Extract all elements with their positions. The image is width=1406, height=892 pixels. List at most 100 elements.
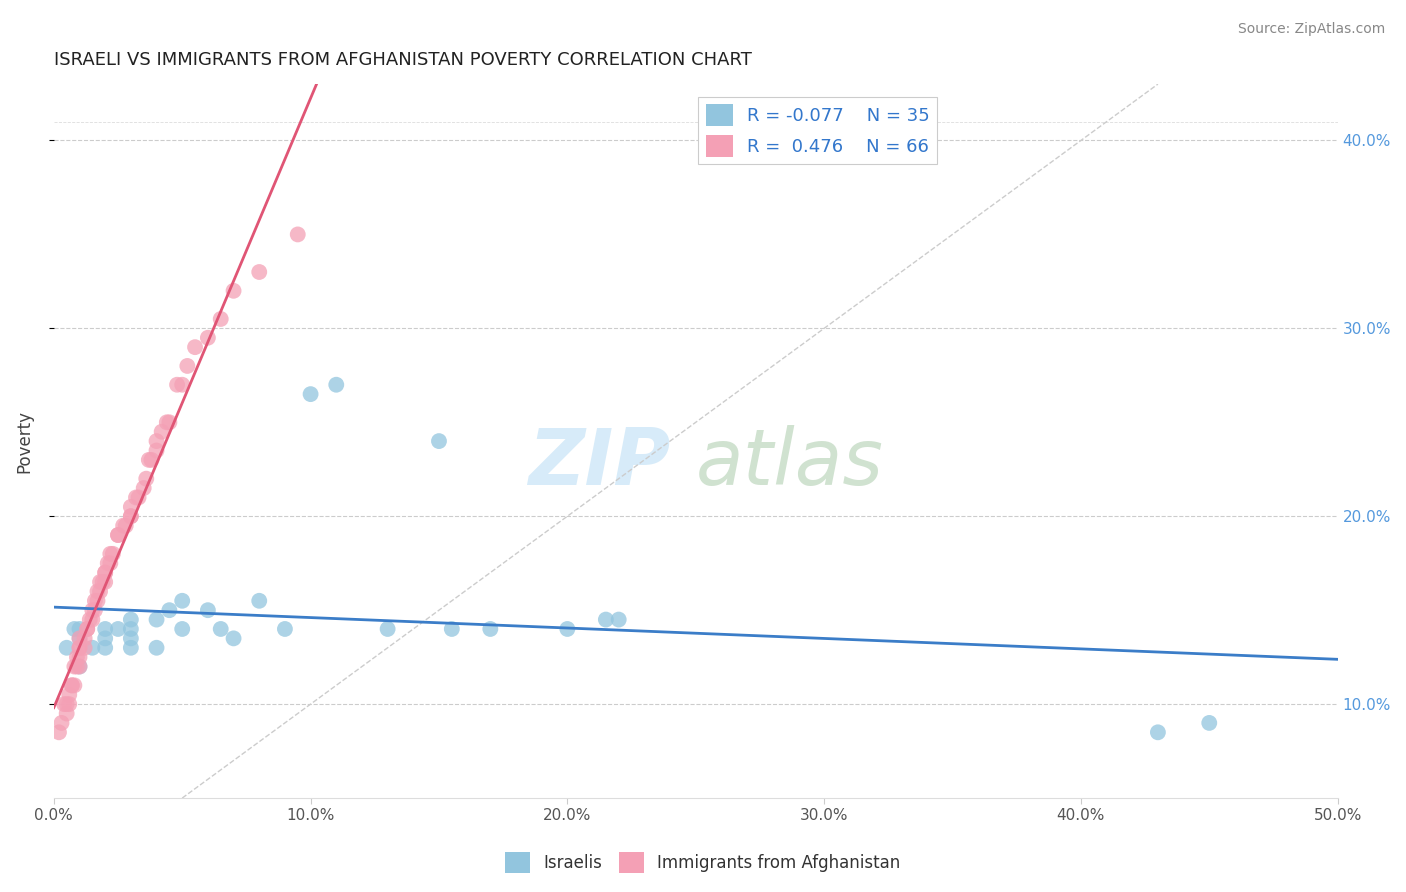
Point bbox=[222, 632, 245, 646]
Point bbox=[325, 377, 347, 392]
Point bbox=[48, 725, 70, 739]
Point bbox=[69, 659, 91, 673]
Point bbox=[55, 640, 77, 655]
Point bbox=[557, 622, 579, 636]
Point bbox=[82, 640, 104, 655]
Point bbox=[145, 613, 167, 627]
Point bbox=[69, 640, 91, 655]
Point bbox=[97, 556, 120, 570]
Point bbox=[63, 622, 86, 636]
Point bbox=[209, 622, 232, 636]
Point bbox=[222, 284, 245, 298]
Point bbox=[73, 632, 96, 646]
Point bbox=[479, 622, 502, 636]
Point bbox=[76, 622, 98, 636]
Point bbox=[101, 547, 124, 561]
Point bbox=[94, 574, 117, 589]
Legend: R = -0.077    N = 35, R =  0.476    N = 66: R = -0.077 N = 35, R = 0.476 N = 66 bbox=[699, 96, 936, 164]
Text: ISRAELI VS IMMIGRANTS FROM AFGHANISTAN POVERTY CORRELATION CHART: ISRAELI VS IMMIGRANTS FROM AFGHANISTAN P… bbox=[53, 51, 752, 69]
Point bbox=[84, 594, 107, 608]
Point bbox=[58, 697, 80, 711]
Point bbox=[145, 640, 167, 655]
Point bbox=[112, 518, 135, 533]
Point bbox=[98, 547, 121, 561]
Point bbox=[172, 594, 194, 608]
Point bbox=[107, 622, 129, 636]
Point bbox=[86, 584, 108, 599]
Point bbox=[377, 622, 399, 636]
Point bbox=[135, 472, 157, 486]
Text: Source: ZipAtlas.com: Source: ZipAtlas.com bbox=[1237, 22, 1385, 37]
Point bbox=[89, 574, 111, 589]
Point bbox=[94, 566, 117, 580]
Point bbox=[76, 622, 98, 636]
Point bbox=[86, 594, 108, 608]
Point bbox=[138, 453, 160, 467]
Point bbox=[73, 640, 96, 655]
Point bbox=[150, 425, 173, 439]
Point bbox=[69, 659, 91, 673]
Point bbox=[69, 632, 91, 646]
Point bbox=[107, 528, 129, 542]
Point bbox=[595, 613, 617, 627]
Y-axis label: Poverty: Poverty bbox=[15, 409, 32, 473]
Text: ZIP: ZIP bbox=[527, 425, 671, 500]
Point bbox=[60, 678, 83, 692]
Point bbox=[91, 574, 114, 589]
Point bbox=[60, 678, 83, 692]
Point bbox=[120, 622, 142, 636]
Point bbox=[63, 659, 86, 673]
Point bbox=[197, 331, 219, 345]
Point bbox=[157, 603, 180, 617]
Point bbox=[120, 640, 142, 655]
Point bbox=[94, 622, 117, 636]
Point bbox=[69, 640, 91, 655]
Point bbox=[197, 603, 219, 617]
Point bbox=[84, 603, 107, 617]
Point bbox=[176, 359, 198, 373]
Point bbox=[69, 622, 91, 636]
Point bbox=[55, 697, 77, 711]
Point bbox=[94, 640, 117, 655]
Point bbox=[1198, 715, 1220, 730]
Point bbox=[55, 706, 77, 721]
Point bbox=[120, 632, 142, 646]
Point bbox=[141, 453, 163, 467]
Point bbox=[79, 613, 101, 627]
Point bbox=[120, 500, 142, 514]
Point bbox=[120, 509, 142, 524]
Point bbox=[69, 650, 91, 665]
Point bbox=[82, 613, 104, 627]
Point bbox=[172, 377, 194, 392]
Point bbox=[274, 622, 297, 636]
Point bbox=[66, 659, 89, 673]
Point bbox=[51, 715, 73, 730]
Point bbox=[166, 377, 188, 392]
Point bbox=[98, 556, 121, 570]
Point bbox=[299, 387, 322, 401]
Point bbox=[247, 265, 270, 279]
Point bbox=[132, 481, 155, 495]
Text: atlas: atlas bbox=[696, 425, 883, 500]
Point bbox=[184, 340, 207, 354]
Point bbox=[1147, 725, 1170, 739]
Point bbox=[82, 603, 104, 617]
Point bbox=[125, 491, 148, 505]
Point bbox=[69, 632, 91, 646]
Point bbox=[120, 613, 142, 627]
Point bbox=[427, 434, 450, 448]
Point bbox=[114, 518, 136, 533]
Point bbox=[94, 632, 117, 646]
Point bbox=[247, 594, 270, 608]
Point bbox=[157, 415, 180, 429]
Point bbox=[58, 688, 80, 702]
Point bbox=[607, 613, 630, 627]
Point bbox=[120, 509, 142, 524]
Point bbox=[145, 443, 167, 458]
Point bbox=[66, 650, 89, 665]
Point bbox=[287, 227, 309, 242]
Point bbox=[94, 566, 117, 580]
Point bbox=[53, 697, 76, 711]
Point bbox=[440, 622, 463, 636]
Point bbox=[172, 622, 194, 636]
